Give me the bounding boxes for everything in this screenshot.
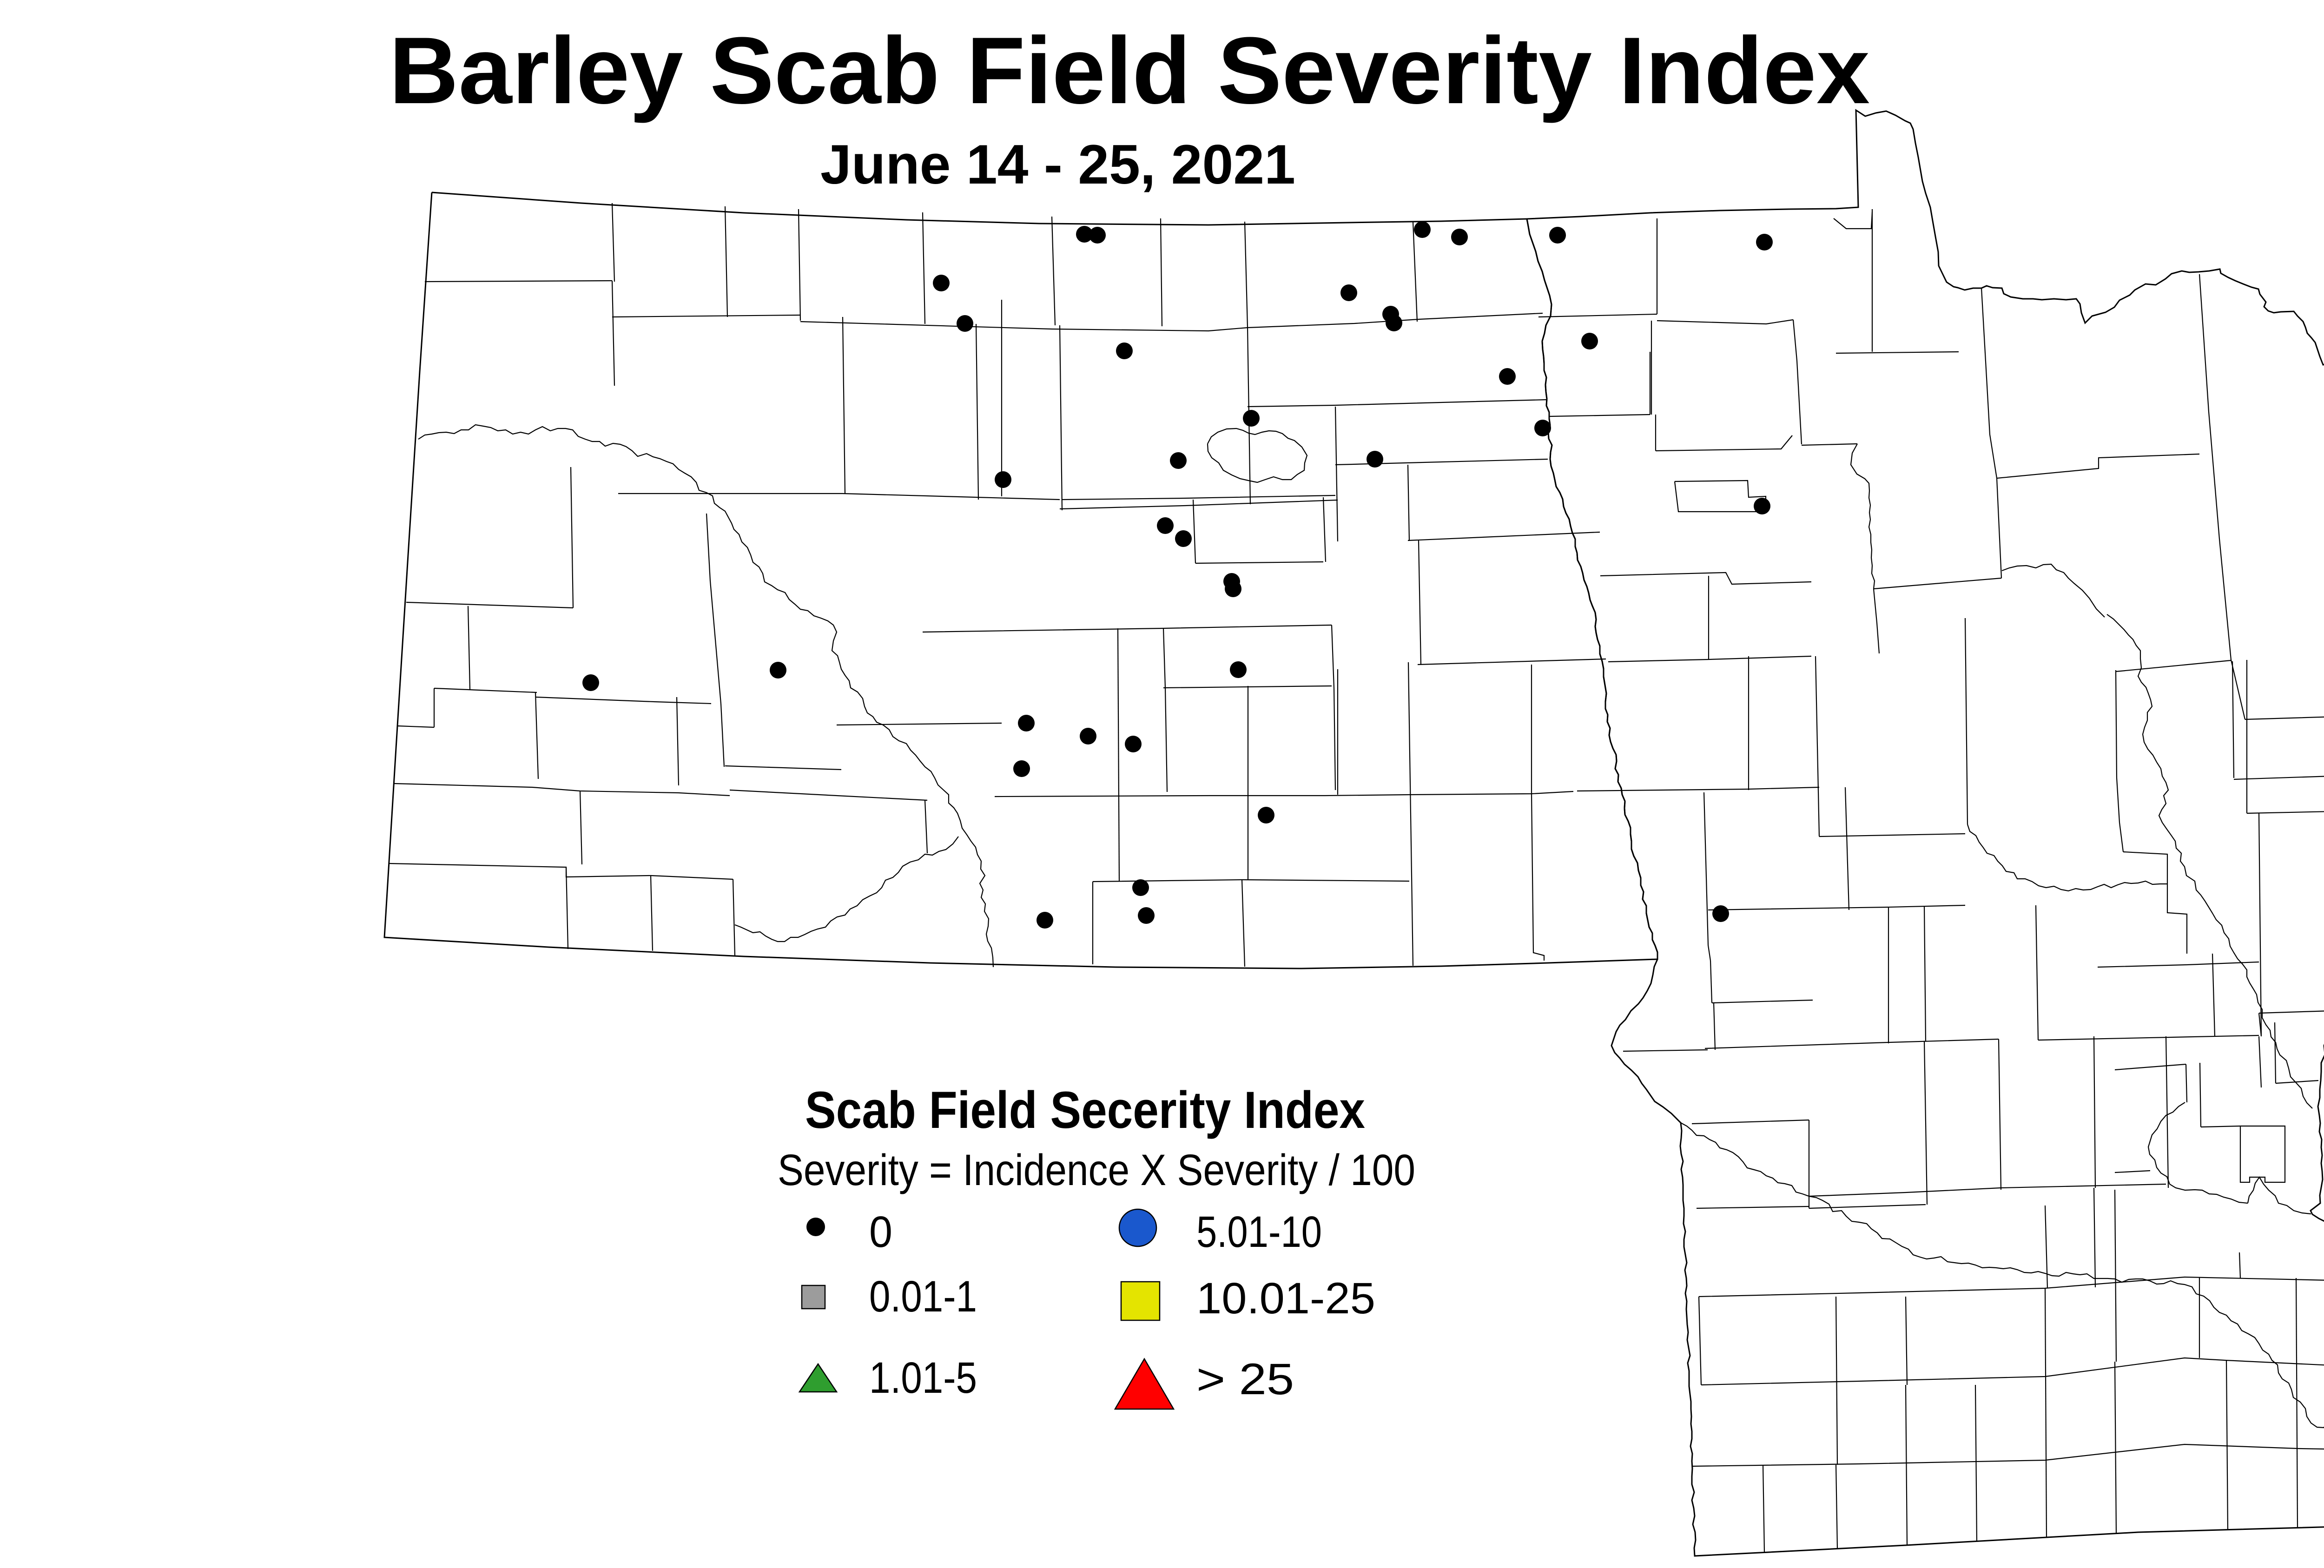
svg-text:> 25: > 25 xyxy=(1196,1355,1294,1404)
svg-text:June 14 - 25, 2021: June 14 - 25, 2021 xyxy=(820,133,1295,196)
svg-text:Severity = Incidence X Severit: Severity = Incidence X Severity / 100 xyxy=(778,1146,1415,1195)
svg-text:5.01-10: 5.01-10 xyxy=(1196,1207,1322,1257)
svg-text:0: 0 xyxy=(869,1207,892,1257)
svg-text:Barley Scab Field Severity Ind: Barley Scab Field Severity Index xyxy=(389,18,1870,124)
svg-text:Scab Field Secerity Index: Scab Field Secerity Index xyxy=(805,1081,1365,1139)
svg-text:10.01-25: 10.01-25 xyxy=(1196,1274,1375,1323)
svg-text:1.01-5: 1.01-5 xyxy=(869,1353,977,1403)
svg-text:0.01-1: 0.01-1 xyxy=(869,1272,977,1321)
